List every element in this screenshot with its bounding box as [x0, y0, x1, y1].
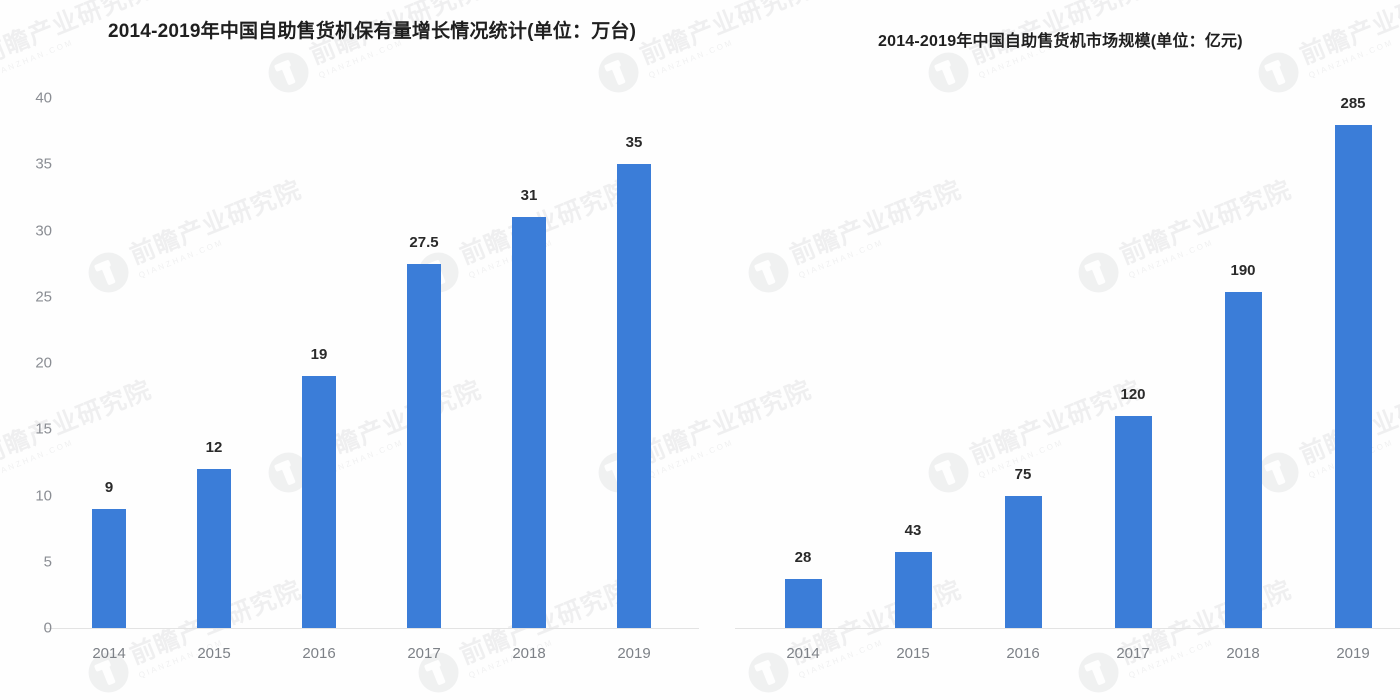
y-axis-tick-label: 200: [1390, 266, 1400, 283]
y-axis-tick-label: 20: [35, 354, 52, 372]
bar-value-label: 35: [625, 134, 643, 152]
bar-value-label: 9: [104, 478, 114, 496]
x-axis-tick-label: 2016: [1006, 645, 1040, 662]
x-axis-tick-label: 2018: [512, 645, 546, 662]
y-axis-tick-label: 25: [35, 288, 52, 306]
plot-area-left: 9 2014 12 2015 19 2016 27.5 2017 31 2018 35 2019: [43, 134, 700, 662]
bar-value-label: 285: [1340, 94, 1366, 112]
bar: [302, 376, 336, 628]
bar: [617, 164, 651, 628]
y-axis-tick-label: 250: [1390, 178, 1400, 195]
x-axis-line: [734, 628, 1400, 629]
x-axis-tick-label: 2017: [1116, 645, 1150, 662]
y-axis-tick-label: 100: [1390, 443, 1400, 460]
bar-value-label: 27.5: [409, 233, 439, 251]
bar-value-label: 43: [904, 522, 922, 540]
bar: [197, 469, 231, 628]
x-axis-tick-label: 2014: [92, 645, 126, 662]
y-axis-tick-label: 40: [35, 89, 52, 107]
bar-value-label: 12: [205, 439, 223, 456]
y-axis-tick-label: 5: [43, 553, 52, 571]
x-axis-tick-label: 2018: [1226, 645, 1260, 662]
x-axis-tick-label: 2017: [407, 645, 441, 662]
y-axis-tick-label: 30: [35, 222, 52, 239]
bar-value-label: 120: [1120, 386, 1146, 403]
bar: [1114, 416, 1152, 628]
y-axis-tick-label: 300: [1390, 90, 1400, 107]
chart-panel-right: 2014-2019年中国自助售货机市场规模(单位：亿元) 28 2014 43 201…: [700, 0, 1400, 700]
y-axis-tick-label: 50: [1390, 531, 1400, 548]
bar-value-label: 190: [1230, 262, 1256, 280]
bar: [1224, 292, 1262, 628]
x-axis-tick-label: 2019: [617, 645, 651, 662]
bar-value-label: 28: [794, 548, 812, 566]
bar-value-label: 75: [1014, 465, 1032, 483]
bar: [894, 552, 932, 628]
y-axis-tick-label: 150: [1390, 355, 1400, 372]
chart-panel-left: 2014-2019年中国自助售货机保有量增长情况统计(单位：万台) 9 2014 1…: [35, 21, 700, 662]
x-axis-tick-label: 2015: [896, 645, 930, 662]
bar-value-label: 19: [310, 346, 328, 364]
bar: [784, 578, 822, 628]
x-axis-tick-label: 2015: [197, 645, 231, 662]
bar: [1004, 495, 1042, 628]
chart-title-left: 2014-2019年中国自助售货机保有量增长情况统计(单位：万台): [108, 21, 637, 42]
y-axis-tick-label: 15: [35, 420, 52, 438]
bar: [1334, 124, 1372, 628]
y-axis-tick-label: 35: [35, 155, 52, 173]
bar: [512, 217, 546, 628]
x-axis-tick-label: 2019: [1336, 645, 1370, 662]
bar: [92, 508, 126, 628]
chart-title-right: 2014-2019年中国自助售货机市场规模(单位：亿元): [878, 33, 1243, 50]
y-axis-tick-label: 0: [43, 619, 52, 637]
y-axis-tick-label: 10: [35, 487, 52, 504]
x-axis-line: [43, 628, 700, 629]
plot-area-right: 28 2014 43 2015 75 2016 120 2017 190 2018 285 2019: [700, 0, 1400, 700]
y-axis-tick-label: 0: [1390, 620, 1400, 637]
bar: [407, 263, 441, 628]
bar-value-label: 31: [520, 187, 538, 205]
x-axis-tick-label: 2014: [786, 645, 820, 662]
x-axis-tick-label: 2016: [302, 645, 336, 662]
